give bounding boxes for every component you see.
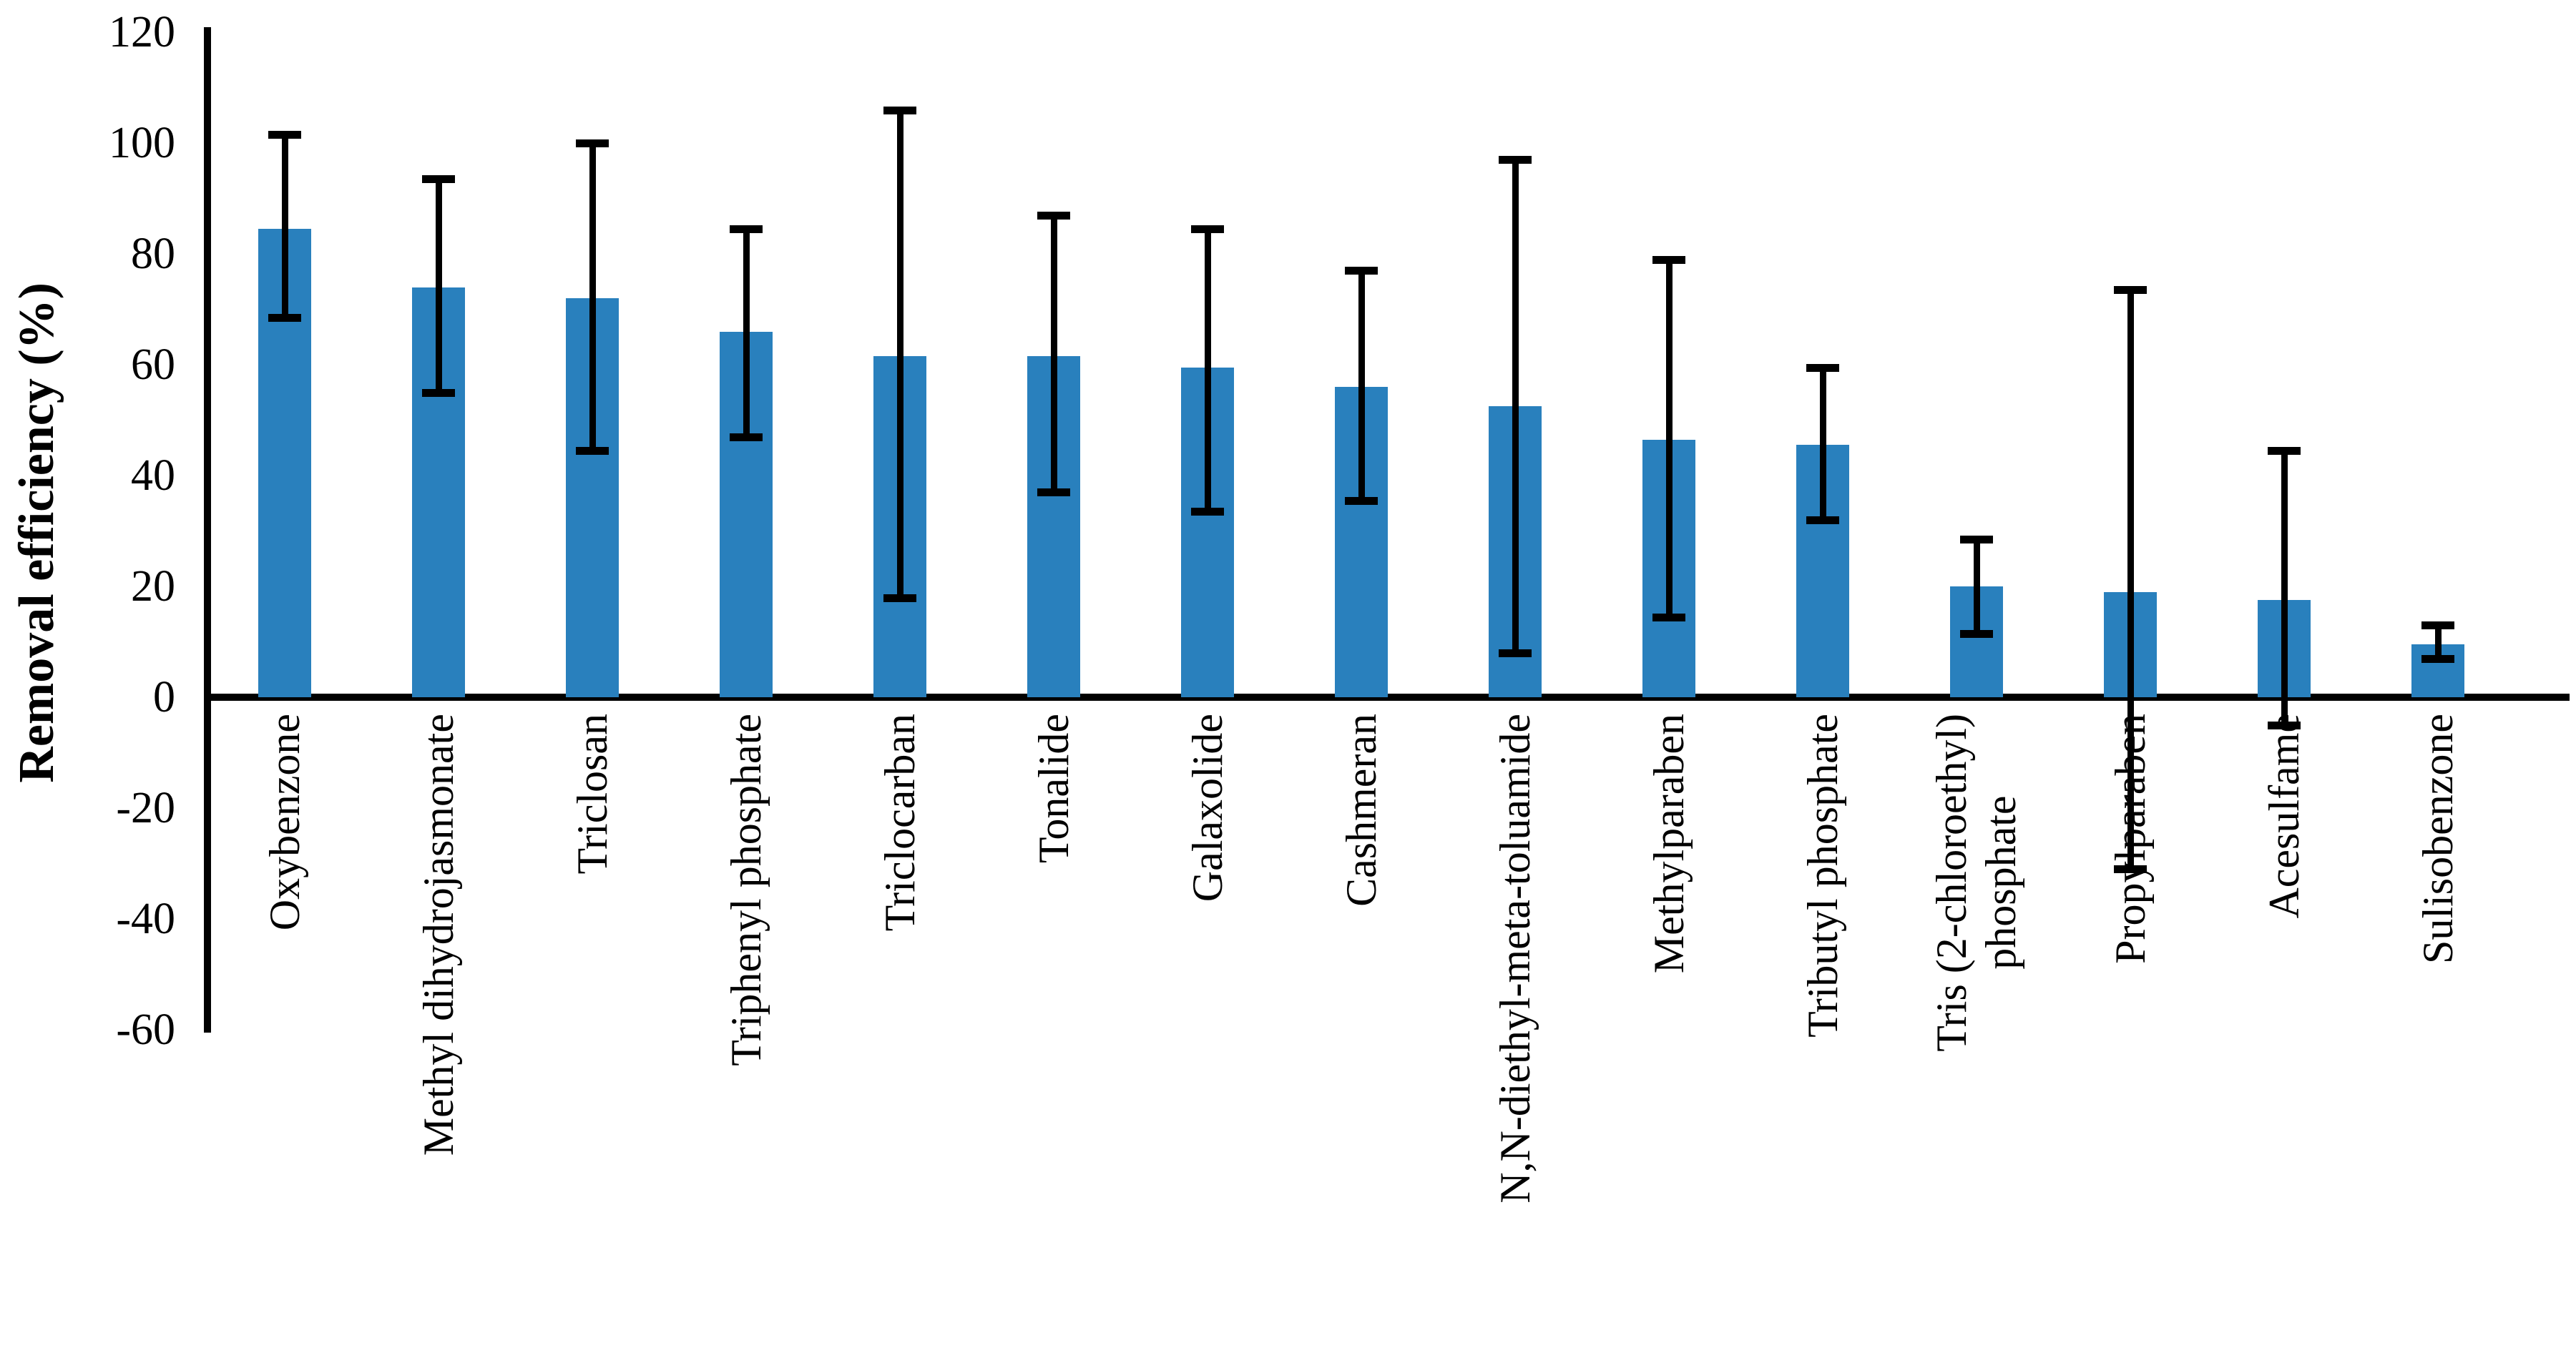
error-bar-cap — [2114, 865, 2147, 874]
category-label: Methylparaben — [1605, 714, 1733, 1343]
error-bar-cap — [268, 314, 301, 323]
error-bar-line — [2127, 290, 2134, 870]
y-tick-label: 80 — [131, 230, 175, 278]
category-label: Tributyl phosphate — [1758, 714, 1887, 1343]
error-bar-line — [281, 134, 288, 318]
error-bar-cap — [1960, 536, 1993, 544]
category-label-text: N,N-diethyl-meta-toluamide — [1491, 714, 1539, 1204]
error-bar-line — [2281, 451, 2288, 725]
error-bar-cap — [1191, 225, 1224, 234]
y-tick-label: -60 — [116, 1005, 175, 1054]
y-tick-label: 120 — [109, 8, 175, 56]
error-bar-cap — [1037, 488, 1070, 497]
error-bar-cap — [1191, 508, 1224, 516]
error-bar-line — [2434, 625, 2442, 659]
category-label: Acesulfame — [2220, 714, 2349, 1343]
category-label: Triphenyl phosphate — [682, 714, 810, 1343]
category-label: N,N-diethyl-meta-toluamide — [1451, 714, 1580, 1343]
category-label-text: Tonalide — [1029, 714, 1077, 864]
category-label-text: Triphenyl phosphate — [722, 714, 770, 1066]
error-bar-line — [1512, 159, 1519, 653]
category-label-text: Cashmeran — [1337, 714, 1385, 907]
error-bar-line — [589, 143, 596, 451]
category-label: Galaxolide — [1143, 714, 1272, 1343]
error-bar-cap — [883, 106, 916, 114]
category-label: Tris (2-chloroethyl) phosphate — [1912, 714, 2041, 1343]
error-bar-cap — [576, 139, 609, 147]
error-bar-line — [1050, 215, 1057, 493]
error-bar-line — [1358, 270, 1365, 501]
y-tick-label: -20 — [116, 784, 175, 832]
error-bar-cap — [730, 225, 763, 234]
category-label-text: Methyl dihydrojasmonate — [414, 714, 462, 1156]
error-bar-cap — [1806, 363, 1839, 372]
error-bar-cap — [422, 175, 455, 184]
error-bar-cap — [1806, 516, 1839, 524]
error-bar-line — [1665, 259, 1673, 617]
y-tick-label: 60 — [131, 340, 175, 389]
category-label-text: Methylparaben — [1645, 714, 1693, 974]
error-bar-line — [1973, 539, 1980, 634]
error-bar-cap — [2268, 721, 2301, 729]
y-tick-label: 100 — [109, 119, 175, 167]
error-bar-cap — [2421, 654, 2454, 663]
error-bar-cap — [1960, 629, 1993, 638]
error-bar-cap — [883, 594, 916, 602]
category-label-text: Sulisobenzone — [2414, 714, 2462, 964]
y-tick-label: 0 — [153, 673, 175, 722]
error-bar-line — [743, 229, 750, 437]
error-bar-cap — [1345, 496, 1378, 505]
error-bar-cap — [2268, 447, 2301, 456]
category-label-text: Triclosan — [568, 714, 616, 875]
error-bar-cap — [1345, 267, 1378, 275]
y-axis-title: Removal efficiency (%) — [1, 236, 73, 830]
error-bar-cap — [2114, 286, 2147, 295]
category-label-text: Oxybenzone — [260, 714, 308, 931]
category-label: Sulisobenzone — [2374, 714, 2502, 1343]
category-label-text: Tris (2-chloroethyl) phosphate — [1928, 714, 2024, 1052]
error-bar-cap — [1499, 649, 1532, 657]
category-label: Triclosan — [528, 714, 657, 1343]
error-bar-cap — [1037, 211, 1070, 220]
error-bar-cap — [2421, 621, 2454, 630]
error-bar-cap — [422, 388, 455, 397]
error-bar-line — [435, 179, 442, 393]
error-bar-cap — [1652, 255, 1685, 264]
category-label-text: Galaxolide — [1183, 714, 1231, 902]
error-bar-cap — [576, 447, 609, 456]
error-bar-line — [896, 109, 903, 598]
y-axis-line — [204, 27, 211, 1033]
category-label-text: Tributyl phosphate — [1798, 714, 1846, 1038]
category-label: Methyl dihydrojasmonate — [374, 714, 503, 1343]
category-label: Triclocarban — [836, 714, 964, 1343]
category-label: Oxybenzone — [220, 714, 349, 1343]
y-tick-label: -40 — [116, 895, 175, 943]
category-label-text: Propylparaben — [2106, 714, 2154, 964]
x-axis-line — [204, 694, 2570, 701]
category-label-text: Acesulfame — [2260, 714, 2308, 919]
category-label-text: Triclocarban — [876, 714, 924, 932]
y-tick-label: 40 — [131, 451, 175, 500]
y-tick-label: 20 — [131, 562, 175, 611]
error-bar-cap — [268, 131, 301, 139]
category-label: Tonalide — [989, 714, 1118, 1343]
error-bar-cap — [1499, 156, 1532, 164]
error-bar-line — [1819, 367, 1826, 520]
error-bar-line — [1204, 229, 1211, 512]
error-bar-cap — [730, 433, 763, 441]
error-bar-cap — [1652, 613, 1685, 621]
category-label: Cashmeran — [1297, 714, 1426, 1343]
category-label: Propylparaben — [2066, 714, 2195, 1343]
